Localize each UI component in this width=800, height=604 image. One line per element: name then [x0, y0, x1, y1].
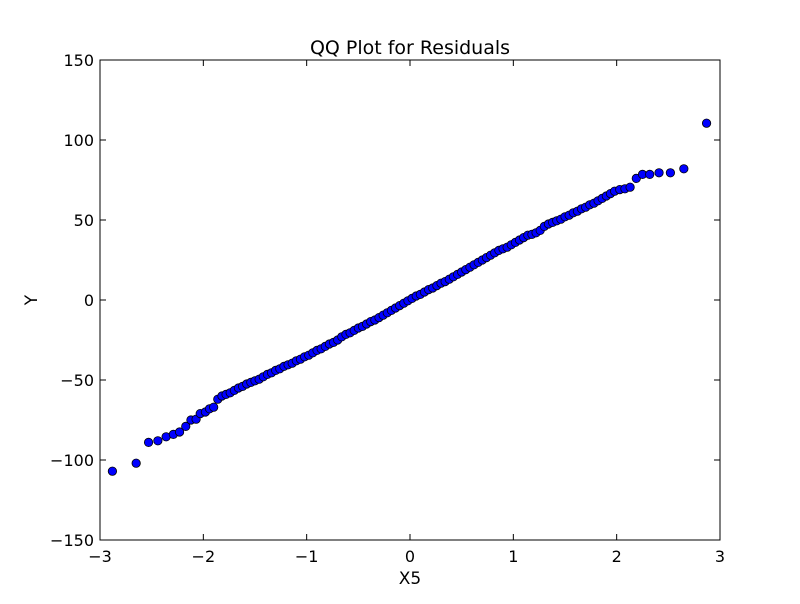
x-tick-label: −2 — [192, 547, 216, 566]
y-tick-label: 100 — [63, 131, 94, 150]
x-tick-label: 3 — [715, 547, 725, 566]
data-point — [701, 118, 712, 128]
x-axis-title: X5 — [399, 569, 421, 589]
data-point — [174, 427, 185, 437]
data-point — [209, 402, 219, 412]
data-point — [654, 168, 664, 178]
data-point — [131, 458, 141, 468]
plot-area — [107, 118, 712, 476]
y-tick-label: 150 — [63, 51, 94, 70]
axis-ticks: −3 −2 −1 0 1 2 3 −150 −100 −50 0 50 100 150 — [50, 51, 725, 566]
x-tick-label: 0 — [405, 547, 415, 566]
data-point — [679, 164, 689, 174]
data-point — [181, 421, 191, 431]
x-tick-label: 2 — [612, 547, 622, 566]
y-tick-label: −150 — [50, 531, 94, 550]
x-tick-label: 1 — [508, 547, 518, 566]
data-point — [625, 182, 635, 192]
data-point — [665, 168, 676, 178]
y-tick-label: −100 — [50, 451, 94, 470]
y-axis-title: Y — [22, 294, 42, 306]
data-point — [107, 466, 118, 476]
x-tick-label: −1 — [295, 547, 319, 566]
data-point — [153, 436, 163, 446]
y-tick-label: 50 — [74, 211, 94, 230]
y-tick-label: −50 — [60, 371, 94, 390]
x-tick-label: −3 — [88, 547, 112, 566]
data-point — [143, 437, 154, 447]
y-tick-label: 0 — [84, 291, 94, 310]
data-point — [645, 169, 655, 179]
chart-title: QQ Plot for Residuals — [310, 37, 510, 59]
